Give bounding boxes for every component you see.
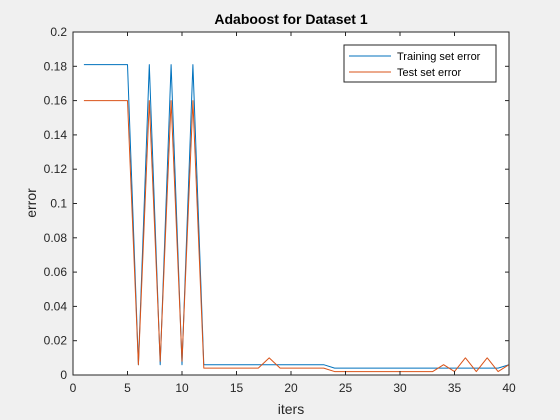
x-tick-label: 20 [284,381,298,395]
legend-label: Training set error [397,51,481,63]
x-tick-label: 10 [175,381,189,395]
x-tick-label: 5 [124,381,131,395]
y-tick-label: 0.04 [44,299,68,313]
series-line-2 [83,100,510,373]
legend: Training set error Test set error [343,44,497,83]
x-tick-label: 40 [502,381,516,395]
y-tick-label: 0.08 [44,231,68,245]
y-tick-label: 0 [60,368,67,382]
plot-frame [72,31,510,376]
x-tick-label: 0 [70,381,77,395]
y-tick-label: 0.18 [44,59,68,73]
x-tick-label: 30 [393,381,407,395]
series-layer [83,64,510,373]
plot-area [73,32,509,375]
x-axis-ticks: 0 5 10 15 20 25 30 35 40 [70,32,516,395]
y-tick-label: 0.12 [44,162,68,176]
x-tick-label: 35 [448,381,462,395]
y-tick-label: 0.14 [44,128,68,142]
y-axis-label: error [23,188,39,218]
legend-box [343,44,497,83]
y-tick-label: 0.06 [44,265,68,279]
y-tick-label: 0.02 [44,334,68,348]
y-tick-label: 0.2 [50,25,67,39]
y-axis-ticks: 0 0.02 0.04 0.06 0.08 0.1 0.12 0.14 0.16 0.18 0.2 [44,25,509,382]
x-tick-label: 25 [339,381,353,395]
x-tick-label: 15 [230,381,244,395]
x-axis-label: iters [278,401,304,417]
legend-label: Test set error [397,67,462,79]
y-tick-label: 0.1 [50,197,67,211]
chart-title: Adaboost for Dataset 1 [214,11,367,27]
y-tick-label: 0.16 [44,94,68,108]
